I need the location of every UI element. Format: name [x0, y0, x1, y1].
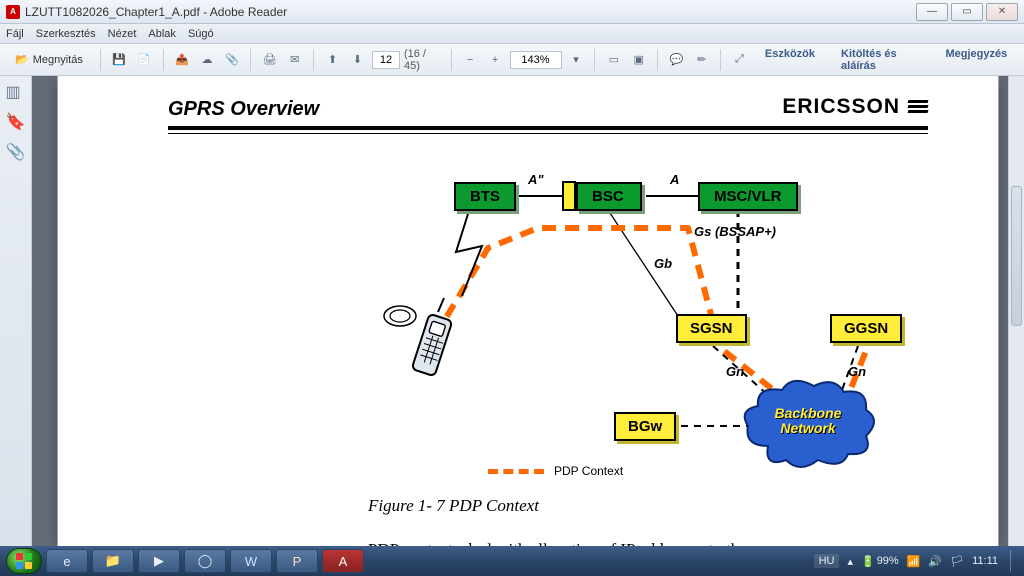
page-down-icon[interactable]: ⬇: [347, 49, 368, 71]
folder-open-icon: 📂: [15, 53, 29, 66]
tools-panel-button[interactable]: Eszközök: [754, 43, 826, 77]
header-rule-thick: [168, 126, 928, 130]
node-sgsn: SGSN: [676, 314, 747, 343]
label-a: A: [670, 172, 679, 187]
show-desktop-button[interactable]: [1010, 550, 1018, 572]
page-up-icon[interactable]: ⬆: [322, 49, 343, 71]
comment-bubble-icon[interactable]: 💬: [666, 49, 687, 71]
tray-chevron-icon[interactable]: ▴: [847, 555, 853, 568]
flag-icon[interactable]: 🏳: [950, 555, 964, 568]
document-page: GPRS Overview ERICSSON: [58, 76, 998, 546]
language-indicator[interactable]: HU: [814, 554, 840, 568]
fit-page-icon[interactable]: ▣: [628, 49, 649, 71]
close-button[interactable]: ✕: [986, 3, 1018, 21]
ericsson-stripes-icon: [908, 100, 928, 115]
document-viewport[interactable]: GPRS Overview ERICSSON: [32, 76, 1024, 546]
highlight-icon[interactable]: ✏: [691, 49, 712, 71]
zoom-dropdown-icon[interactable]: ▾: [566, 49, 587, 71]
task-explorer-icon[interactable]: 📁: [92, 549, 134, 573]
read-mode-icon[interactable]: ⤢: [729, 49, 750, 71]
zoom-in-icon[interactable]: +: [485, 49, 506, 71]
node-bts: BTS: [454, 182, 516, 211]
label-gs: Gs (BSSAP+): [694, 224, 776, 239]
node-bgw: BGw: [614, 412, 676, 441]
minimize-button[interactable]: —: [916, 3, 948, 21]
task-player-icon[interactable]: ▶: [138, 549, 180, 573]
mobile-phone-icon: [378, 286, 478, 396]
node-ggsn: GGSN: [830, 314, 902, 343]
task-chrome-icon[interactable]: ◯: [184, 549, 226, 573]
export-icon[interactable]: 📤: [172, 49, 193, 71]
comment-panel-button[interactable]: Megjegyzés: [934, 43, 1018, 77]
cloud-line1: Backbone: [738, 406, 878, 421]
zoom-out-icon[interactable]: −: [460, 49, 481, 71]
network-diagram: BTS BSC MSC/VLR SGSN GGSN BGw A" A Gb Gs…: [358, 176, 918, 496]
start-button[interactable]: [6, 548, 42, 574]
doc-pdf-icon[interactable]: 📄: [134, 49, 155, 71]
bookmark-icon[interactable]: 🔖: [6, 112, 26, 132]
menu-bar: Fájl Szerkesztés Nézet Ablak Súgó: [0, 24, 1024, 44]
brand-logo: ERICSSON: [782, 95, 928, 119]
work-area: ▥ 🔖 📎 GPRS Overview ERICSSON: [0, 76, 1024, 546]
legend-dash-icon: [488, 469, 544, 474]
fill-sign-panel-button[interactable]: Kitöltés és aláírás: [830, 43, 930, 77]
label-a-prime: A": [528, 172, 544, 187]
pdf-file-icon: A: [6, 5, 20, 19]
windows-taskbar: e 📁 ▶ ◯ W P A HU ▴ 🔋99% 📶 🔊 🏳 11:11: [0, 546, 1024, 576]
node-mscvlr: MSC/VLR: [698, 182, 798, 211]
scrollbar-thumb[interactable]: [1011, 186, 1022, 326]
attachment-icon[interactable]: 📎: [6, 142, 26, 162]
backbone-cloud: Backbone Network: [738, 376, 878, 472]
clock[interactable]: 11:11: [972, 555, 998, 567]
thumbnails-icon[interactable]: ▥: [6, 82, 26, 102]
header-rule-thin: [168, 133, 928, 134]
left-nav-rail: ▥ 🔖 📎: [0, 76, 32, 546]
system-tray: HU ▴ 🔋99% 📶 🔊 🏳 11:11: [814, 550, 1018, 572]
volume-icon[interactable]: 🔊: [928, 555, 942, 568]
legend: PDP Context: [488, 464, 623, 478]
figure-caption: Figure 1- 7 PDP Context: [368, 496, 539, 516]
maximize-button[interactable]: ▭: [951, 3, 983, 21]
cloud-line2: Network: [738, 421, 878, 436]
menu-window[interactable]: Ablak: [148, 28, 176, 40]
task-reader-icon[interactable]: A: [322, 549, 364, 573]
task-ie-icon[interactable]: e: [46, 549, 88, 573]
mail-icon[interactable]: ✉: [284, 49, 305, 71]
open-button[interactable]: 📂 Megnyitás: [6, 48, 92, 72]
zoom-input[interactable]: [510, 51, 562, 69]
toolbar: 📂 Megnyitás 💾 📄 📤 ☁ 📎 🖨 ✉ ⬆ ⬇ (16 / 45) …: [0, 44, 1024, 76]
legend-text: PDP Context: [554, 464, 623, 478]
menu-view[interactable]: Nézet: [108, 28, 137, 40]
page-count-label: (16 / 45): [404, 48, 443, 72]
node-pcu: [562, 181, 576, 211]
menu-edit[interactable]: Szerkesztés: [36, 28, 96, 40]
menu-file[interactable]: Fájl: [6, 28, 24, 40]
label-gb: Gb: [654, 256, 672, 271]
task-word-icon[interactable]: W: [230, 549, 272, 573]
page-number-input[interactable]: [372, 51, 400, 69]
network-icon[interactable]: 📶: [907, 555, 921, 568]
print-icon[interactable]: 🖨: [259, 49, 280, 71]
window-titlebar: A LZUTT1082026_Chapter1_A.pdf - Adobe Re…: [0, 0, 1024, 24]
brand-text: ERICSSON: [782, 95, 900, 119]
node-bsc: BSC: [576, 182, 642, 211]
vertical-scrollbar[interactable]: [1008, 76, 1024, 546]
attach-icon[interactable]: 📎: [221, 49, 242, 71]
task-ppt-icon[interactable]: P: [276, 549, 318, 573]
cloud-share-icon[interactable]: ☁: [197, 49, 218, 71]
window-title: LZUTT1082026_Chapter1_A.pdf - Adobe Read…: [25, 5, 287, 19]
open-label: Megnyitás: [33, 54, 83, 66]
menu-help[interactable]: Súgó: [188, 28, 214, 40]
save-icon[interactable]: 💾: [109, 49, 130, 71]
battery-indicator[interactable]: 🔋99%: [861, 555, 899, 568]
fit-width-icon[interactable]: ▭: [603, 49, 624, 71]
